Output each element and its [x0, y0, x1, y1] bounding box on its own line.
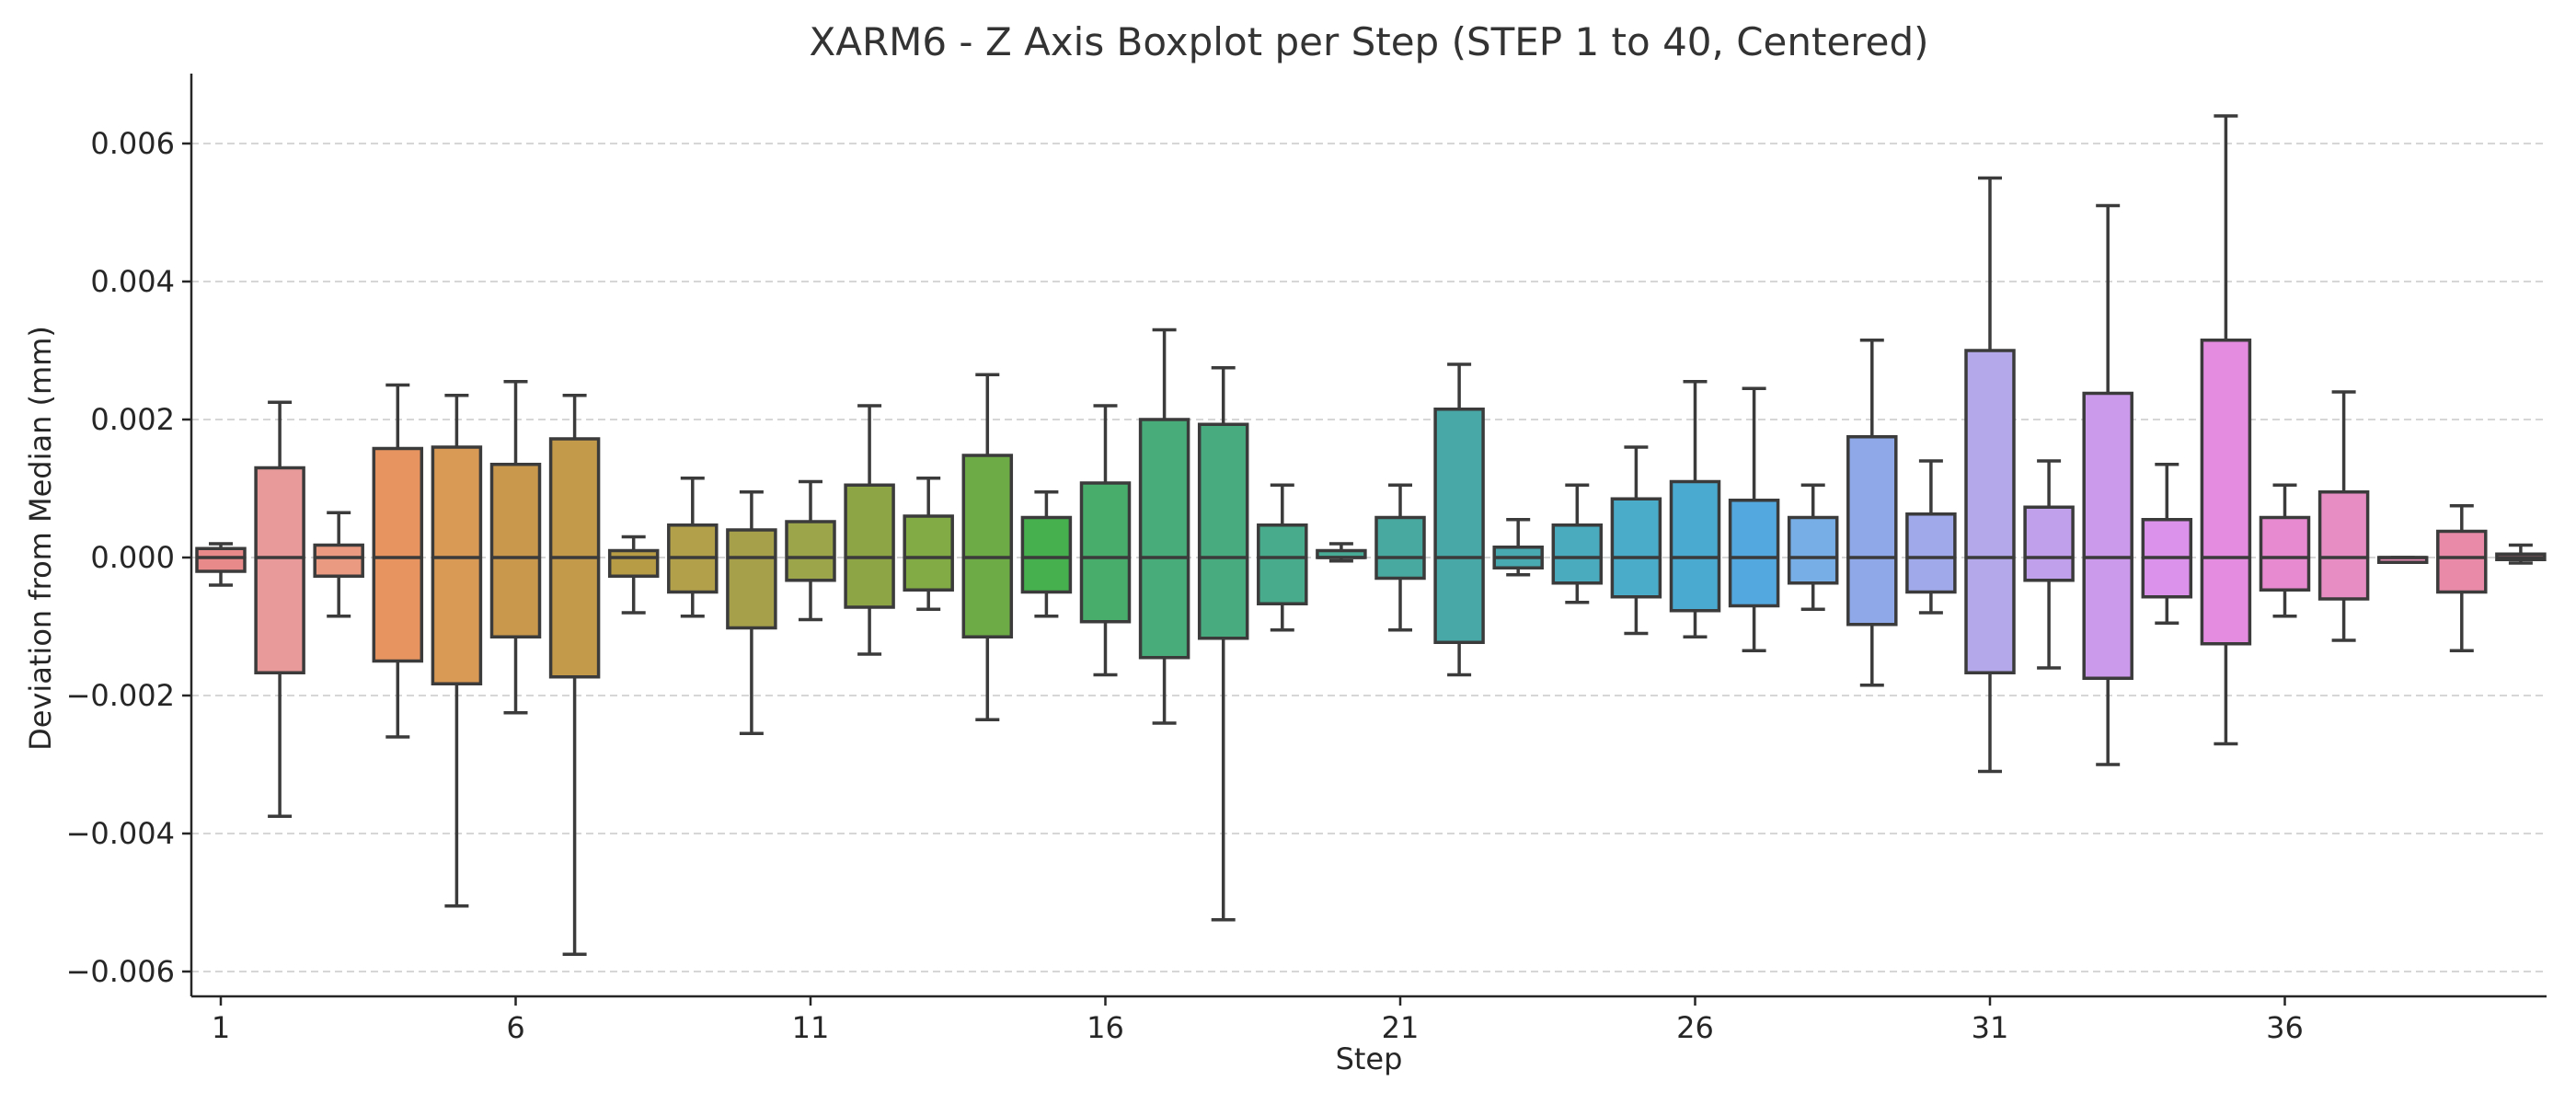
box-step-12 — [844, 404, 895, 656]
box-step-26 — [1669, 380, 1721, 638]
box-step-38 — [2376, 556, 2429, 564]
y-tick-label: −0.004 — [66, 816, 175, 851]
box-step-8 — [607, 535, 660, 615]
box-step-18 — [1197, 366, 1249, 922]
x-tick-label: 11 — [792, 1010, 830, 1045]
box-iqr — [1964, 349, 2016, 674]
x-tick-label: 26 — [1676, 1010, 1714, 1045]
x-tick-label: 21 — [1382, 1010, 1420, 1045]
box-iqr — [903, 514, 954, 592]
box-iqr — [195, 546, 247, 573]
box-step-14 — [961, 373, 1014, 721]
box-iqr — [2436, 529, 2488, 594]
box-step-10 — [726, 490, 777, 735]
x-tick-label: 16 — [1087, 1010, 1124, 1045]
y-tick-label: 0.002 — [90, 402, 175, 437]
x-tick-label: 1 — [212, 1010, 230, 1045]
box-step-36 — [2259, 483, 2311, 618]
y-tick-label: −0.006 — [66, 954, 175, 989]
box-step-25 — [1610, 445, 1662, 636]
box-iqr — [1787, 515, 1839, 585]
box-iqr — [1669, 479, 1721, 613]
box-step-40 — [2495, 543, 2547, 565]
box-iqr — [2259, 515, 2311, 592]
box-step-20 — [1316, 542, 1367, 563]
boxes — [195, 114, 2547, 956]
box-step-15 — [1020, 490, 1073, 618]
grid-lines — [191, 143, 2547, 972]
box-step-17 — [1138, 328, 1190, 725]
box-step-28 — [1787, 483, 1839, 611]
box-iqr — [726, 528, 777, 630]
box-step-24 — [1551, 483, 1604, 604]
box-step-6 — [489, 380, 542, 715]
y-tick-label: 0.000 — [90, 540, 175, 575]
box-iqr — [844, 483, 895, 609]
y-axis-label: Deviation from Median (mm) — [23, 326, 58, 751]
box-iqr — [254, 466, 305, 674]
box-iqr — [489, 463, 542, 638]
box-step-29 — [1846, 339, 1898, 687]
box-step-22 — [1433, 362, 1485, 677]
box-iqr — [2200, 339, 2252, 646]
box-iqr — [372, 446, 424, 663]
box-step-37 — [2317, 390, 2370, 642]
box-step-30 — [1905, 459, 1957, 615]
box-step-39 — [2436, 504, 2488, 652]
box-step-19 — [1257, 483, 1308, 632]
box-iqr — [1905, 512, 1957, 594]
box-step-4 — [372, 383, 424, 739]
box-step-32 — [2023, 459, 2075, 670]
y-tick-label: −0.002 — [66, 678, 175, 713]
box-iqr — [1610, 497, 1662, 599]
box-iqr — [1433, 408, 1485, 644]
box-step-5 — [431, 394, 483, 908]
box-step-27 — [1728, 386, 1780, 652]
box-iqr — [1197, 422, 1249, 640]
box-step-21 — [1374, 483, 1426, 632]
box-iqr — [1020, 515, 1073, 594]
box-iqr — [961, 454, 1014, 638]
y-tick-label: 0.006 — [90, 126, 175, 161]
box-step-3 — [313, 511, 364, 618]
box-step-34 — [2141, 463, 2193, 625]
box-step-31 — [1964, 176, 2016, 774]
box-step-35 — [2200, 114, 2252, 746]
box-step-33 — [2082, 203, 2133, 766]
box-iqr — [431, 445, 483, 685]
box-iqr — [1551, 523, 1604, 585]
box-step-7 — [548, 394, 601, 956]
box-step-23 — [1492, 518, 1544, 577]
box-iqr — [2317, 490, 2370, 601]
box-step-9 — [667, 477, 719, 618]
box-iqr — [1257, 523, 1308, 605]
box-iqr — [607, 548, 660, 578]
x-tick-label: 6 — [506, 1010, 524, 1045]
box-iqr — [1374, 515, 1426, 581]
box-step-16 — [1079, 404, 1132, 677]
x-ticks: 1 6 11 16 21 26 31 36 — [212, 996, 2304, 1045]
axes — [190, 74, 2547, 998]
box-step-2 — [254, 400, 305, 818]
x-tick-label: 31 — [1972, 1010, 2009, 1045]
box-iqr — [313, 543, 364, 578]
box-iqr — [2082, 391, 2133, 680]
box-step-13 — [903, 477, 954, 611]
box-iqr — [2023, 505, 2075, 582]
box-iqr — [785, 520, 836, 582]
x-axis-label: Step — [1336, 1041, 1403, 1076]
chart-title: XARM6 - Z Axis Boxplot per Step (STEP 1 … — [809, 19, 1928, 64]
box-step-1 — [195, 542, 247, 587]
x-tick-label: 36 — [2266, 1010, 2304, 1045]
box-step-11 — [785, 479, 836, 622]
y-ticks: −0.006 −0.004 −0.002 0.000 0.002 0.004 0.006 — [66, 126, 191, 989]
y-tick-label: 0.004 — [90, 264, 175, 299]
box-iqr — [1846, 435, 1898, 627]
box-iqr — [1728, 499, 1780, 608]
box-iqr — [1138, 418, 1190, 660]
box-iqr — [1079, 481, 1132, 624]
